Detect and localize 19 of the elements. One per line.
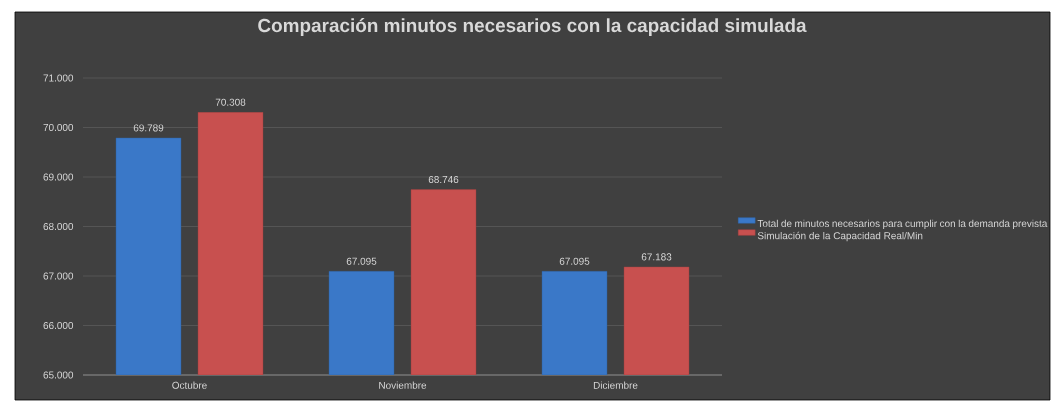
x-tick-label: Octubre — [172, 381, 207, 389]
data-label: 67.183 — [641, 253, 672, 261]
y-tick-label: 69.000 — [43, 173, 74, 181]
y-tick-label: 66.000 — [43, 321, 74, 330]
data-label: 68.746 — [428, 176, 459, 184]
x-tick-label: Diciembre — [593, 381, 638, 389]
y-tick-label: 70.000 — [43, 123, 74, 132]
chart-title: Comparación minutos necesarios con la capacidad simulada — [258, 18, 807, 36]
y-tick-label: 68.000 — [43, 222, 74, 231]
y-tick-label: 71.000 — [43, 74, 74, 82]
data-label: 67.095 — [559, 257, 590, 265]
y-tick-label: 67.000 — [43, 272, 74, 280]
legend-label: Total de minutos necesarios para cumplir con la demanda prevista — [757, 219, 1048, 229]
data-label: 67.095 — [346, 257, 377, 265]
data-label: 69.789 — [133, 124, 164, 132]
data-label: 70.308 — [215, 98, 246, 106]
y-tick-label: 65.000 — [43, 371, 74, 379]
legend-label: Simulación de la Capacidad Real/Min — [757, 231, 923, 242]
x-tick-label: Noviembre — [379, 381, 427, 389]
